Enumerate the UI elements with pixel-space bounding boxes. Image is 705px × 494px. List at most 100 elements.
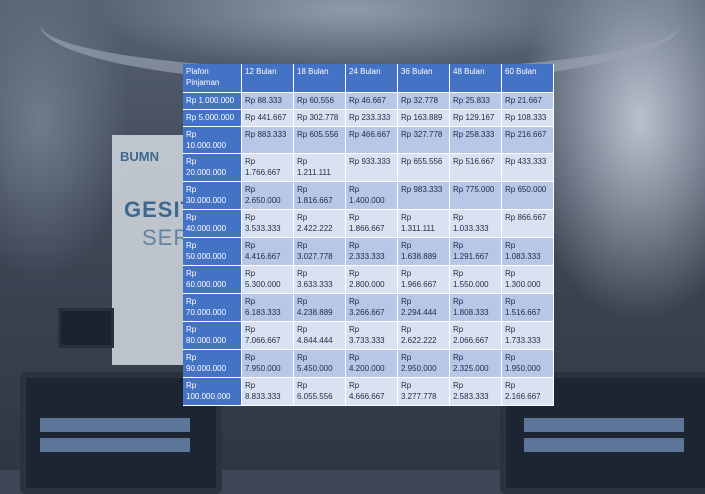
header-18-bulan: 18 Bulan xyxy=(293,64,346,93)
installment-cell: Rp 7.950.000 xyxy=(241,349,294,378)
header-12-bulan: 12 Bulan xyxy=(241,64,294,93)
installment-cell: Rp 3.633.333 xyxy=(293,265,346,294)
installment-cell: Rp 60.556 xyxy=(293,92,346,110)
installment-cell: Rp 3.266.667 xyxy=(345,293,398,322)
installment-cell: Rp 3.733.333 xyxy=(345,321,398,350)
installment-cell: Rp 1.400.000 xyxy=(345,181,398,210)
installment-cell: Rp 4.666.667 xyxy=(345,377,398,406)
installment-cell: Rp 2.066.667 xyxy=(449,321,502,350)
installment-cell: Rp 516.667 xyxy=(449,153,502,182)
installment-cell: Rp 88.333 xyxy=(241,92,294,110)
installment-table: Plafon Pinjaman 12 Bulan 18 Bulan 24 Bul… xyxy=(183,64,554,406)
installment-cell: Rp 129.167 xyxy=(449,109,502,127)
installment-cell: Rp 163.889 xyxy=(397,109,450,127)
installment-cell: Rp 883.333 xyxy=(241,126,294,154)
installment-cell: Rp 3.277.778 xyxy=(397,377,450,406)
row-plafon-cell: Rp 20.000.000 xyxy=(183,153,242,182)
installment-cell: Rp 2.800.000 xyxy=(345,265,398,294)
table-row: Rp 90.000.000 Rp 7.950.000 Rp 5.450.000 Rp … xyxy=(183,349,554,378)
installment-cell: Rp 3.533.333 xyxy=(241,209,294,238)
installment-cell: Rp 1.211.111 xyxy=(293,153,346,182)
installment-cell: Rp 1.083.333 xyxy=(501,237,554,266)
table-row: Rp 1.000.000 Rp 88.333 Rp 60.556 Rp 46.667 R… xyxy=(183,92,554,110)
banner-logo: BUMN xyxy=(120,149,159,164)
table-row: Rp 5.000.000 Rp 441.667 Rp 302.778 Rp 233.3… xyxy=(183,109,554,127)
installment-cell: Rp 1.516.667 xyxy=(501,293,554,322)
installment-cell: Rp 4.238.889 xyxy=(293,293,346,322)
installment-cell: Rp 2.622.222 xyxy=(397,321,450,350)
installment-cell: Rp 1.808.333 xyxy=(449,293,502,322)
kiosk-field xyxy=(524,438,684,452)
desk-monitor xyxy=(58,308,114,348)
installment-cell: Rp 6.183.333 xyxy=(241,293,294,322)
table-header-row: Plafon Pinjaman 12 Bulan 18 Bulan 24 Bul… xyxy=(183,64,554,93)
row-plafon-cell: Rp 1.000.000 xyxy=(183,92,242,110)
installment-cell: Rp 441.667 xyxy=(241,109,294,127)
table-row: Rp 20.000.000 Rp 1.766.667 Rp 1.211.111 Rp … xyxy=(183,153,554,182)
installment-cell: Rp 1.950.000 xyxy=(501,349,554,378)
installment-cell: Rp 775.000 xyxy=(449,181,502,210)
installment-cell: Rp 866.667 xyxy=(501,209,554,238)
installment-cell: Rp 1.866.667 xyxy=(345,209,398,238)
installment-cell: Rp 4.200.000 xyxy=(345,349,398,378)
table-row: Rp 60.000.000 Rp 5.300.000 Rp 3.633.333 Rp … xyxy=(183,265,554,294)
installment-cell: Rp 1.300.000 xyxy=(501,265,554,294)
installment-cell: Rp 1.291.667 xyxy=(449,237,502,266)
installment-cell: Rp 933.333 xyxy=(345,153,398,182)
row-plafon-cell: Rp 10.000.000 xyxy=(183,126,242,154)
row-plafon-cell: Rp 80.000.000 xyxy=(183,321,242,350)
row-plafon-cell: Rp 5.000.000 xyxy=(183,109,242,127)
installment-cell: Rp 7.066.667 xyxy=(241,321,294,350)
installment-cell: Rp 1.638.889 xyxy=(397,237,450,266)
promo-banner: BUMN GESIT SERA xyxy=(112,135,205,365)
installment-cell: Rp 433.333 xyxy=(501,153,554,182)
installment-cell: Rp 2.950.000 xyxy=(397,349,450,378)
header-36-bulan: 36 Bulan xyxy=(397,64,450,93)
installment-cell: Rp 2.325.000 xyxy=(449,349,502,378)
row-plafon-cell: Rp 40.000.000 xyxy=(183,209,242,238)
installment-cell: Rp 21.667 xyxy=(501,92,554,110)
kiosk-field xyxy=(40,438,190,452)
installment-cell: Rp 216.667 xyxy=(501,126,554,154)
row-plafon-cell: Rp 30.000.000 xyxy=(183,181,242,210)
installment-cell: Rp 3.027.778 xyxy=(293,237,346,266)
installment-cell: Rp 1.550.000 xyxy=(449,265,502,294)
table-row: Rp 10.000.000 Rp 883.333 Rp 605.556 Rp 466.… xyxy=(183,126,554,154)
row-plafon-cell: Rp 60.000.000 xyxy=(183,265,242,294)
row-plafon-cell: Rp 50.000.000 xyxy=(183,237,242,266)
installment-cell: Rp 46.667 xyxy=(345,92,398,110)
installment-cell: Rp 32.778 xyxy=(397,92,450,110)
installment-cell: Rp 655.556 xyxy=(397,153,450,182)
installment-cell: Rp 1.733.333 xyxy=(501,321,554,350)
installment-cell: Rp 1.966.667 xyxy=(397,265,450,294)
installment-cell: Rp 8.833.333 xyxy=(241,377,294,406)
installment-cell: Rp 1.311.111 xyxy=(397,209,450,238)
row-plafon-cell: Rp 100.000.000 xyxy=(183,377,242,406)
header-plafon: Plafon Pinjaman xyxy=(183,64,242,93)
table-row: Rp 100.000.000 Rp 8.833.333 Rp 6.055.556 Rp… xyxy=(183,377,554,406)
installment-cell: Rp 302.778 xyxy=(293,109,346,127)
installment-cell: Rp 650.000 xyxy=(501,181,554,210)
banner-text-1: GESIT xyxy=(124,197,196,222)
installment-cell: Rp 2.650.000 xyxy=(241,181,294,210)
installment-cell: Rp 2.422.222 xyxy=(293,209,346,238)
installment-cell: Rp 233.333 xyxy=(345,109,398,127)
installment-cell: Rp 25.833 xyxy=(449,92,502,110)
installment-cell: Rp 327.778 xyxy=(397,126,450,154)
installment-cell: Rp 1.766.667 xyxy=(241,153,294,182)
installment-cell: Rp 108.333 xyxy=(501,109,554,127)
row-plafon-cell: Rp 90.000.000 xyxy=(183,349,242,378)
installment-cell: Rp 6.055.556 xyxy=(293,377,346,406)
installment-cell: Rp 983.333 xyxy=(397,181,450,210)
installment-cell: Rp 2.333.333 xyxy=(345,237,398,266)
installment-cell: Rp 4.844.444 xyxy=(293,321,346,350)
installment-cell: Rp 258.333 xyxy=(449,126,502,154)
installment-cell: Rp 2.166.667 xyxy=(501,377,554,406)
header-48-bulan: 48 Bulan xyxy=(449,64,502,93)
header-60-bulan: 60 Bulan xyxy=(501,64,554,93)
table-row: Rp 70.000.000 Rp 6.183.333 Rp 4.238.889 Rp … xyxy=(183,293,554,322)
installment-cell: Rp 605.556 xyxy=(293,126,346,154)
table-row: Rp 50.000.000 Rp 4.416.667 Rp 3.027.778 Rp … xyxy=(183,237,554,266)
installment-cell: Rp 2.583.333 xyxy=(449,377,502,406)
installment-cell: Rp 2.294.444 xyxy=(397,293,450,322)
